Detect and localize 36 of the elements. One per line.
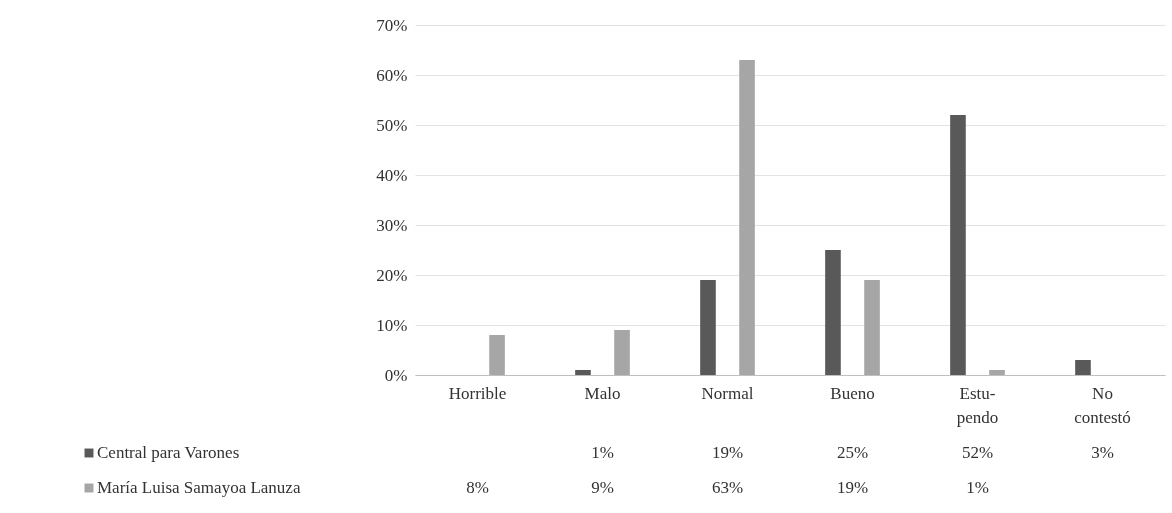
bar <box>575 370 591 375</box>
data-label: 8% <box>466 478 489 497</box>
y-tick-label: 30% <box>376 215 408 235</box>
y-tick-label: 40% <box>376 165 408 185</box>
x-tick-label: Bueno <box>830 383 875 403</box>
data-label: 52% <box>961 443 994 462</box>
y-tick-label: 50% <box>376 115 408 135</box>
data-label: 3% <box>1091 443 1114 462</box>
y-tick-label: 0% <box>384 365 408 385</box>
x-tick-label: Normal <box>701 383 754 403</box>
data-label: 1% <box>591 443 614 462</box>
bar <box>950 115 966 375</box>
data-label: 63% <box>711 478 744 497</box>
data-label: 1% <box>966 478 989 497</box>
y-tick-label: 20% <box>376 265 408 285</box>
bar <box>700 280 716 375</box>
bar <box>989 370 1005 375</box>
x-tick-label: Horrible <box>448 383 507 403</box>
bar <box>614 330 630 375</box>
legend-label: Central para Varones <box>97 443 240 462</box>
y-tick-label: 10% <box>376 315 408 335</box>
bar <box>864 280 880 375</box>
data-label: 19% <box>836 478 869 497</box>
bar <box>739 60 755 375</box>
data-label: 25% <box>836 443 869 462</box>
x-tick-label: No contestó <box>1074 383 1131 427</box>
legend-label: María Luisa Samayoa Lanuza <box>97 478 301 497</box>
bar <box>489 335 505 375</box>
data-label: 9% <box>591 478 614 497</box>
y-tick-label: 60% <box>376 65 408 85</box>
bar <box>1075 360 1091 375</box>
bar <box>825 250 841 375</box>
x-tick-label: Estu-pendo <box>956 383 999 427</box>
x-tick-label: Malo <box>584 383 621 403</box>
data-label: 19% <box>711 443 744 462</box>
y-tick-label: 70% <box>376 15 408 35</box>
